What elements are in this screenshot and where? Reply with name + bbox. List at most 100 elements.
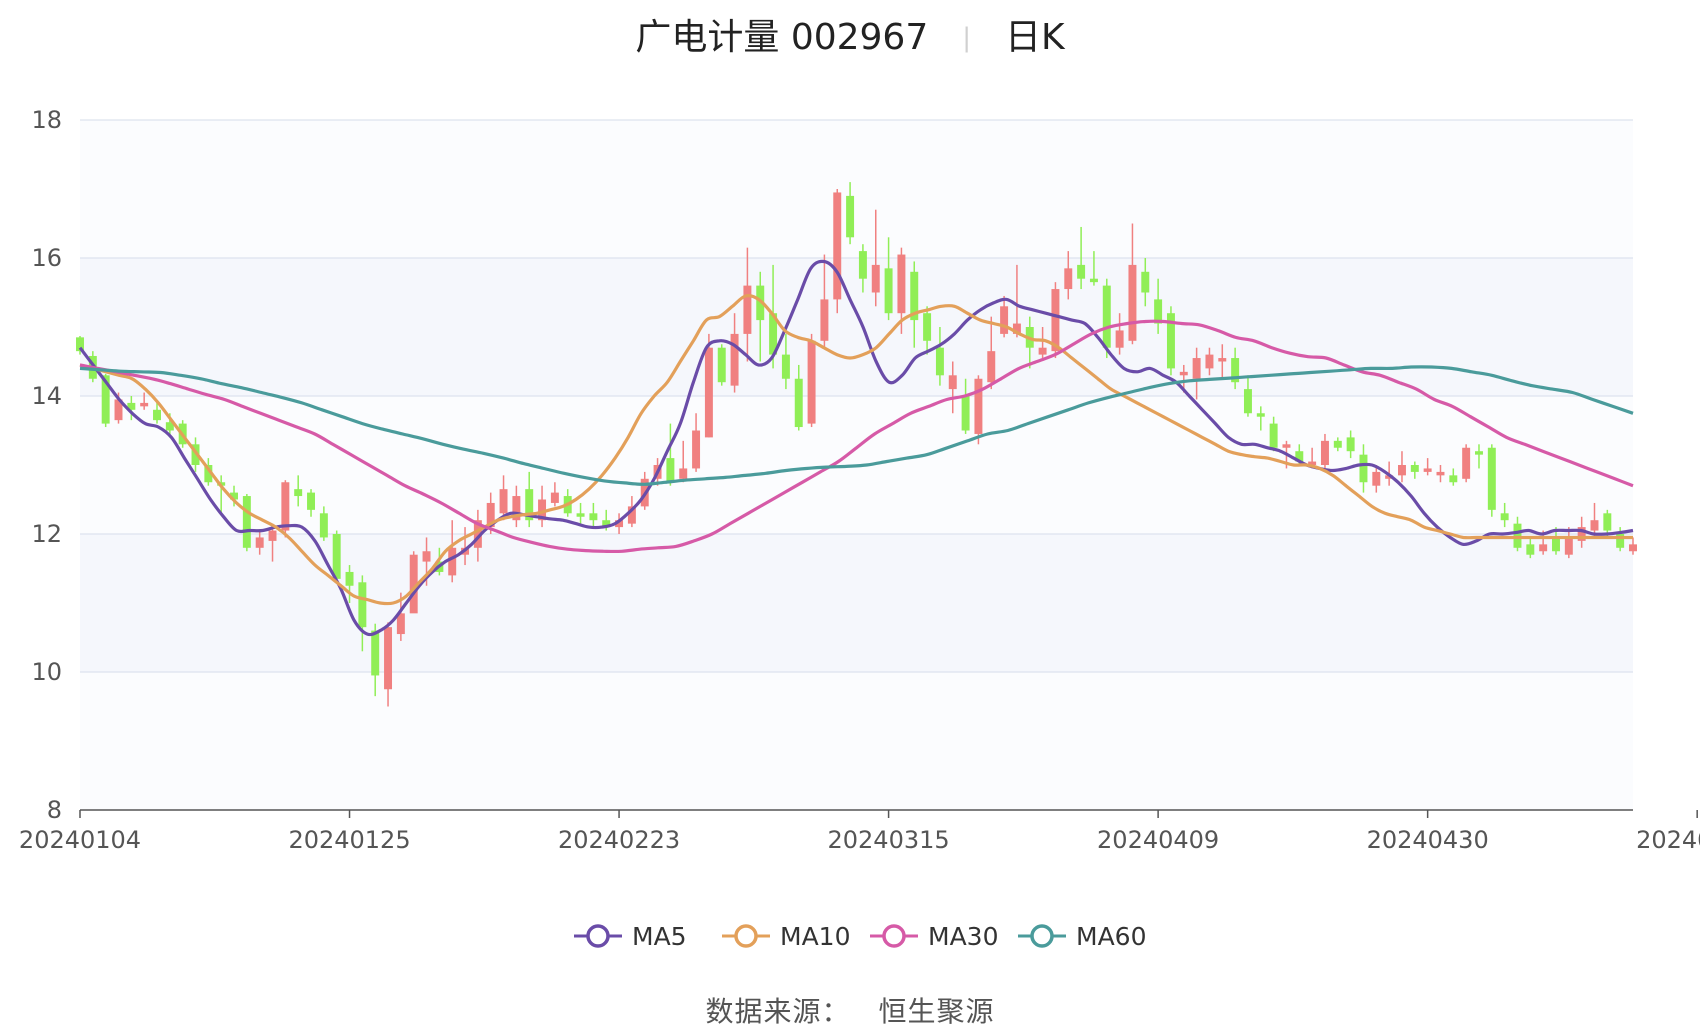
candle-body (268, 530, 277, 541)
chart-title-main: 广电计量 002967 (635, 17, 929, 58)
candle-body (448, 547, 457, 576)
candle-body (897, 254, 906, 314)
candle-body (153, 409, 161, 421)
candle-body (230, 492, 238, 500)
candle-body (807, 340, 816, 424)
candle-body (1038, 347, 1047, 355)
candle-body (987, 351, 996, 383)
candle-body (1218, 358, 1227, 362)
candle-body (1154, 299, 1163, 324)
candle-body (1333, 440, 1342, 448)
candle-body (1346, 437, 1355, 452)
candle-body (1295, 451, 1304, 462)
candle-body (473, 520, 482, 548)
axes: 8 10 12 14 16 18 20240104 20240125 20240223 20240… (19, 106, 1700, 854)
candle-body (204, 465, 213, 483)
candle-body (1397, 465, 1406, 476)
ma-line-ma10 (79, 294, 1633, 606)
candle-body (1552, 537, 1560, 552)
candle-body (666, 458, 675, 483)
candle-body (1051, 289, 1060, 352)
candle-body (858, 251, 867, 279)
candle-body (409, 554, 418, 614)
candle-body (422, 551, 431, 562)
plot-band (80, 120, 1633, 258)
legend-marker (586, 924, 610, 948)
candle-body (1000, 306, 1009, 334)
plot-band (80, 258, 1633, 396)
candle-body (114, 399, 123, 421)
x-tick-label: 20240430 (1367, 826, 1489, 854)
candle-body (1449, 475, 1458, 483)
candle-body (332, 534, 341, 579)
candle-body (1475, 451, 1483, 455)
candle-body (1564, 537, 1573, 555)
candle-body (165, 422, 174, 431)
candle-body (1077, 264, 1086, 279)
legend-item-ma5[interactable]: MA5 (574, 922, 687, 951)
candle-body (538, 499, 547, 521)
y-tick-label: 14 (31, 382, 62, 410)
candle-body (396, 613, 405, 635)
data-source-value: 恒生聚源 (878, 995, 995, 1028)
candle-body (1166, 313, 1175, 369)
candle-body (242, 496, 251, 548)
candle-body (294, 489, 303, 497)
legend-item-ma10[interactable]: MA10 (722, 922, 850, 951)
legend-item-ma60[interactable]: MA60 (1018, 922, 1146, 951)
candle-body (1385, 475, 1394, 479)
candle-body (1089, 278, 1098, 283)
candle-body (140, 402, 149, 407)
candle-body (281, 482, 290, 531)
candle-body (1513, 523, 1522, 548)
candle-body (1012, 323, 1021, 334)
x-tick-label: 20240409 (1097, 826, 1219, 854)
data-source: 数据来源： 恒生聚源 (0, 990, 1700, 1030)
candle-body (884, 268, 893, 314)
candles (76, 182, 1637, 707)
legend-label: MA10 (780, 922, 850, 951)
candle-body (1231, 358, 1240, 383)
candle-body (127, 402, 136, 410)
candle-body (935, 347, 944, 376)
legend-marker (734, 924, 758, 948)
candle-body (756, 285, 765, 321)
candle-body (1436, 471, 1445, 476)
candle-body (1115, 330, 1124, 348)
candle-body (101, 375, 110, 424)
ma-line-ma60 (79, 365, 1634, 486)
y-tick-label: 18 (31, 106, 62, 134)
candle-body (1102, 285, 1111, 348)
candle-body (1128, 264, 1137, 341)
candle-body (679, 468, 688, 479)
candle-body (1423, 468, 1432, 472)
candle-body (191, 444, 200, 465)
candle-body (499, 489, 508, 514)
legend-label: MA60 (1076, 922, 1146, 951)
candle-body (1205, 354, 1214, 369)
x-tick-label: 20240524 (1636, 826, 1700, 854)
candle-body (525, 489, 534, 521)
candle-body (1629, 544, 1637, 552)
y-tick-label: 12 (31, 520, 62, 548)
candle-body (1282, 444, 1291, 448)
candle-body (704, 347, 713, 438)
candle-body (717, 347, 726, 383)
candle-body (1179, 371, 1188, 376)
candle-body (846, 195, 855, 238)
legend-item-ma30[interactable]: MA30 (870, 922, 998, 951)
candle-body (1256, 413, 1265, 417)
candle-body (384, 627, 393, 690)
candle-body (1526, 544, 1535, 555)
candle-body (1320, 440, 1329, 465)
candle-body (627, 506, 636, 524)
y-tick-label: 16 (31, 244, 62, 272)
candle-body (76, 337, 84, 352)
legend[interactable]: MA5 MA10 MA30 MA60 (574, 922, 1146, 951)
candle-body (910, 271, 919, 321)
candle-body (486, 502, 495, 528)
candle-body (781, 354, 790, 379)
candle-body (1487, 447, 1496, 510)
